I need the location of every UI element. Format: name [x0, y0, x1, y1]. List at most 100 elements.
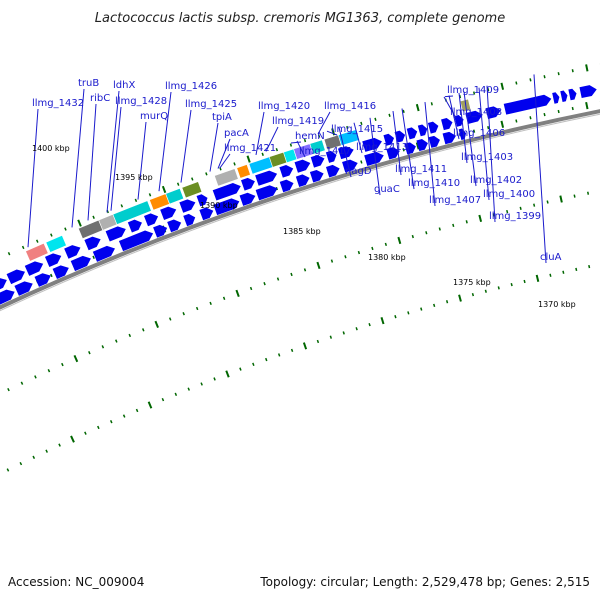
- tick-mark: [557, 109, 560, 114]
- tick-mark: [235, 289, 240, 298]
- tick-mark: [407, 311, 410, 315]
- tick-mark: [500, 82, 505, 90]
- gene-arrow: [342, 159, 358, 173]
- tick-mark: [384, 242, 388, 247]
- leader-line: [338, 127, 352, 178]
- leader-line: [217, 138, 231, 169]
- tick-marks: [6, 63, 600, 472]
- tick-mark: [200, 382, 203, 386]
- tick-mark: [316, 261, 321, 270]
- tick-mark: [128, 333, 132, 338]
- tick-mark: [360, 160, 363, 164]
- gene-arrow: [52, 265, 69, 279]
- gene-arrow: [364, 151, 384, 166]
- tick-mark: [458, 294, 462, 302]
- tick-mark: [529, 116, 532, 120]
- gene-label-llmg_1408: llmg_1408: [450, 107, 502, 118]
- tick-mark: [50, 273, 53, 278]
- tick-mark: [34, 375, 37, 379]
- scale-label: 1395 kbp: [115, 173, 153, 182]
- tick-mark: [275, 147, 278, 152]
- gene-arrow: [579, 85, 597, 98]
- leader-line: [401, 108, 415, 190]
- cog-gene-box: [337, 129, 361, 146]
- gene-arrow: [454, 114, 464, 127]
- leader-line: [486, 85, 496, 223]
- tick-mark: [50, 233, 53, 237]
- tick-mark: [452, 223, 455, 228]
- tick-mark: [575, 267, 578, 272]
- gene-arrow: [310, 155, 325, 168]
- gene-label-llmg_1409: llmg_1409: [447, 85, 499, 96]
- tick-mark: [515, 119, 518, 123]
- gene-label-llmg_1407: llmg_1407: [429, 195, 481, 206]
- gene-label-llmg_1419: llmg_1419: [272, 116, 324, 127]
- tick-mark: [478, 214, 483, 222]
- gene-arrow: [6, 269, 26, 285]
- tick-mark: [330, 259, 334, 263]
- tick-mark: [529, 78, 532, 82]
- tick-mark: [458, 133, 462, 137]
- tick-mark: [191, 177, 194, 181]
- gene-label-clua: cluA: [540, 252, 562, 263]
- gene-arrow: [196, 194, 208, 207]
- tick-mark: [61, 362, 64, 367]
- tick-mark: [47, 369, 51, 373]
- tick-mark: [134, 198, 138, 202]
- gene-label-llmg_1416: llmg_1416: [324, 101, 376, 112]
- gene-arrow: [441, 118, 453, 131]
- gene-arrow: [394, 130, 406, 143]
- leader-line: [219, 153, 231, 169]
- gene-label-llmg_1411: llmg_1411: [395, 164, 447, 175]
- gene-label-llmg_1432: llmg_1432: [32, 98, 84, 109]
- gene-arrow: [160, 206, 177, 220]
- tick-mark: [161, 185, 167, 194]
- tick-mark: [506, 209, 509, 214]
- gene-label-llmg_1421: llmg_1421: [224, 143, 276, 154]
- gene-arrow: [0, 289, 15, 305]
- gene-arrow: [279, 165, 294, 178]
- gene-arrow: [386, 147, 400, 160]
- tick-mark: [388, 113, 391, 117]
- tick-mark: [122, 414, 126, 418]
- genome-backbone: [0, 109, 600, 312]
- leader-line: [463, 91, 477, 187]
- leader-line: [87, 103, 97, 221]
- tick-mark: [205, 172, 208, 176]
- tick-mark: [371, 246, 374, 251]
- gene-arrow: [70, 255, 91, 272]
- cog-gene-box: [77, 219, 104, 240]
- gene-label-llmg_1399: llmg_1399: [489, 211, 541, 222]
- tick-mark: [246, 155, 251, 163]
- leader-line: [27, 108, 39, 248]
- accession-text: Accession: NC_009004: [8, 575, 144, 589]
- tick-mark: [141, 328, 145, 332]
- gene-arrow: [212, 183, 241, 201]
- tick-mark: [425, 231, 428, 235]
- leader-line: [290, 141, 302, 144]
- tick-mark: [510, 283, 513, 287]
- tick-mark: [7, 252, 11, 256]
- tick-mark: [302, 342, 308, 350]
- tick-mark: [585, 101, 589, 110]
- backbone-highlight: [0, 113, 600, 312]
- tick-mark: [445, 300, 449, 304]
- tick-mark: [70, 435, 75, 443]
- gene-arrow: [167, 219, 182, 233]
- gene-arrow: [44, 253, 62, 267]
- tick-mark: [148, 193, 152, 197]
- tick-mark: [317, 134, 321, 138]
- leader-line: [110, 106, 122, 211]
- gene-arrow: [295, 174, 310, 188]
- tick-mark: [154, 320, 159, 329]
- leader-line: [158, 91, 172, 192]
- tick-mark: [222, 296, 226, 300]
- scale-label: 1380 kbp: [368, 253, 406, 262]
- gene-label-llmg_1426: llmg_1426: [165, 81, 217, 92]
- gene-label-guac: guaC: [374, 184, 400, 195]
- gene-arrow: [428, 135, 440, 148]
- tick-mark: [92, 255, 95, 259]
- tick-mark: [35, 239, 39, 243]
- leader-line: [255, 111, 265, 156]
- gene-arrow: [560, 90, 568, 102]
